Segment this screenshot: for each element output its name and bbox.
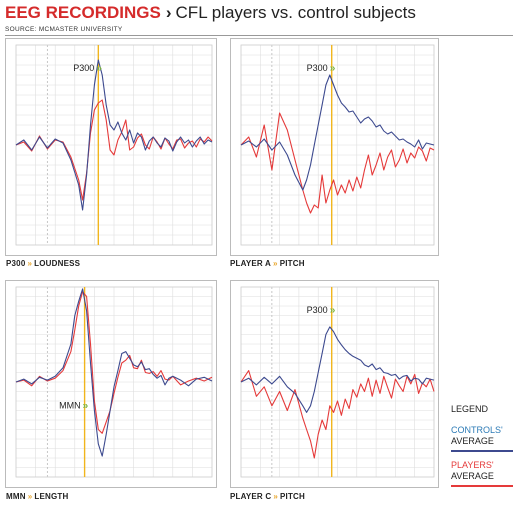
caption-arrow-icon: » bbox=[27, 259, 33, 268]
plot-player-c-pitch: P300» bbox=[240, 286, 435, 478]
marker-arrow-icon: » bbox=[330, 305, 336, 316]
caption-right: PITCH bbox=[279, 259, 305, 268]
plot-p300-loudness: P300» bbox=[15, 44, 213, 246]
chart-panel-mmn-length: MMN» bbox=[5, 280, 217, 488]
caption-left: PLAYER A bbox=[230, 259, 272, 268]
caption-left: P300 bbox=[6, 259, 26, 268]
series-line-controls bbox=[240, 326, 435, 413]
series-line-controls bbox=[15, 59, 213, 211]
marker-arrow-icon: » bbox=[83, 401, 89, 412]
chart-panel-p300-loudness: P300» bbox=[5, 38, 217, 256]
caption-right: LOUDNESS bbox=[34, 259, 81, 268]
title-separator: › bbox=[165, 3, 172, 22]
caption-p300-loudness: P300» LOUDNESS bbox=[6, 259, 80, 268]
marker-label: MMN bbox=[59, 401, 81, 411]
legend-controls-line1: CONTROLS' bbox=[451, 425, 503, 435]
caption-mmn-length: MMN» LENGTH bbox=[6, 492, 68, 501]
series-line-players bbox=[15, 99, 213, 201]
marker-arrow-icon: » bbox=[330, 63, 336, 74]
legend-players-line2: AVERAGE bbox=[451, 471, 494, 481]
title-sub: CFL players vs. control subjects bbox=[175, 3, 416, 22]
chart-panel-player-c-pitch: P300» bbox=[230, 280, 439, 488]
caption-arrow-icon: » bbox=[273, 259, 278, 268]
plot-player-a-pitch: P300» bbox=[240, 44, 435, 246]
marker-label: P300 bbox=[73, 63, 94, 73]
source-note: SOURCE: MCMASTER UNIVERSITY bbox=[5, 26, 123, 33]
series-line-controls bbox=[240, 74, 435, 191]
caption-arrow-icon: » bbox=[27, 492, 33, 501]
legend-controls-swatch bbox=[451, 450, 513, 452]
caption-right: LENGTH bbox=[34, 492, 69, 501]
marker-label: P300 bbox=[307, 305, 328, 315]
legend-players-swatch bbox=[451, 485, 513, 487]
caption-left: MMN bbox=[6, 492, 26, 501]
caption-right: PITCH bbox=[279, 492, 305, 501]
legend-players-line1: PLAYERS' bbox=[451, 460, 494, 470]
legend-players: PLAYERS' AVERAGE bbox=[451, 460, 494, 482]
marker-label: P300 bbox=[307, 63, 328, 73]
caption-player-c-pitch: PLAYER C» PITCH bbox=[230, 492, 305, 501]
chart-title: EEG RECORDINGS › CFL players vs. control s… bbox=[5, 2, 515, 24]
series-line-controls bbox=[15, 288, 213, 457]
legend-title: LEGEND bbox=[451, 404, 489, 414]
series-line-players bbox=[240, 112, 435, 214]
plot-mmn-length: MMN» bbox=[15, 286, 213, 478]
legend-controls: CONTROLS' AVERAGE bbox=[451, 425, 503, 447]
title-main: EEG RECORDINGS bbox=[5, 3, 161, 22]
header-rule bbox=[5, 35, 513, 36]
legend-controls-line2: AVERAGE bbox=[451, 436, 494, 446]
caption-player-a-pitch: PLAYER A» PITCH bbox=[230, 259, 305, 268]
caption-left: PLAYER C bbox=[230, 492, 272, 501]
caption-arrow-icon: » bbox=[273, 492, 278, 501]
marker-arrow-icon: » bbox=[96, 63, 102, 74]
chart-panel-player-a-pitch: P300» bbox=[230, 38, 439, 256]
